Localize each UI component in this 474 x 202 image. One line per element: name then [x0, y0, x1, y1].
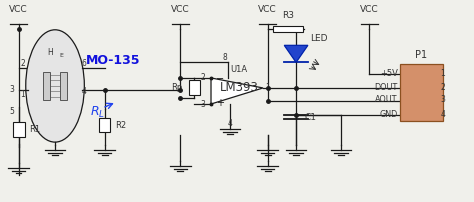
Bar: [273, 26, 303, 32]
Text: 2: 2: [440, 83, 445, 93]
Text: 3: 3: [9, 85, 14, 95]
Text: C1: C1: [305, 113, 317, 122]
Bar: [13, 122, 25, 137]
Bar: [400, 64, 443, 121]
Text: VCC: VCC: [9, 5, 28, 14]
Text: 8: 8: [223, 53, 228, 62]
Text: 4: 4: [228, 119, 232, 128]
Text: 2: 2: [201, 74, 205, 82]
Text: 1: 1: [440, 69, 445, 78]
Text: P1: P1: [415, 50, 428, 60]
Text: −: −: [216, 74, 224, 84]
Text: 2: 2: [20, 59, 25, 68]
Text: 6: 6: [82, 59, 87, 68]
Text: +: +: [216, 98, 224, 108]
Text: 1: 1: [265, 83, 270, 93]
Bar: [189, 80, 200, 96]
Text: R2: R2: [115, 121, 126, 129]
Text: Rp: Rp: [172, 83, 182, 93]
Text: $R_L$: $R_L$: [91, 104, 106, 120]
Text: 4: 4: [82, 87, 87, 96]
Bar: [60, 72, 67, 100]
Text: R1: R1: [29, 125, 40, 134]
Text: VCC: VCC: [171, 5, 190, 14]
Text: R3: R3: [282, 11, 294, 20]
Bar: [43, 72, 50, 100]
Text: 5: 5: [9, 106, 14, 116]
Text: AOUT: AOUT: [375, 96, 398, 104]
Text: DOUT: DOUT: [374, 83, 398, 93]
Text: 3: 3: [440, 96, 445, 104]
Text: H: H: [47, 48, 53, 57]
Ellipse shape: [26, 30, 84, 142]
Text: MO-135: MO-135: [86, 54, 140, 67]
Text: 1: 1: [20, 90, 25, 99]
Polygon shape: [211, 78, 263, 104]
Text: LM393: LM393: [220, 81, 259, 95]
Text: VCC: VCC: [360, 5, 379, 14]
Text: GND: GND: [380, 109, 398, 119]
Text: LED: LED: [310, 34, 328, 43]
Text: +5V: +5V: [380, 69, 398, 78]
Text: 3: 3: [201, 100, 205, 108]
Text: U1A: U1A: [230, 65, 247, 74]
Polygon shape: [284, 45, 308, 62]
Text: VCC: VCC: [258, 5, 277, 14]
Bar: [99, 118, 110, 132]
Text: 4: 4: [440, 109, 445, 119]
Text: E: E: [60, 53, 64, 58]
